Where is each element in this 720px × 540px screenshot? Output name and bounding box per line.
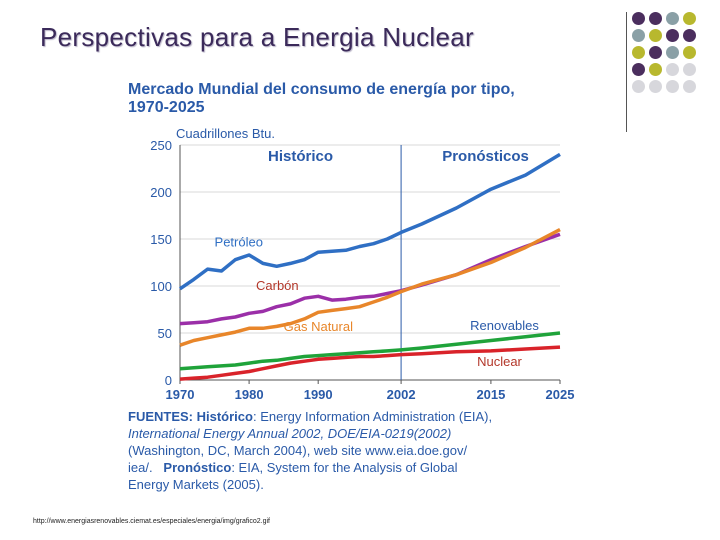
decor-dot <box>683 63 696 76</box>
decor-dot <box>649 63 662 76</box>
series-label-gas: Gas Natural <box>284 319 353 334</box>
series-group <box>179 152 561 381</box>
y-tick-label: 100 <box>150 279 172 294</box>
y-tick-label: 200 <box>150 185 172 200</box>
decor-dot <box>683 12 696 25</box>
decor-dot <box>632 29 645 42</box>
series-label-carbon: Carbón <box>256 278 299 293</box>
decor-dot <box>666 46 679 59</box>
footer-source-url: http://www.energiasrenovables.ciemat.es/… <box>33 518 270 525</box>
x-tick-label: 1990 <box>304 387 333 402</box>
x-tick-label: 2002 <box>387 387 416 402</box>
x-tick-label: 1980 <box>235 387 264 402</box>
sources-line-1: FUENTES: Histórico: Energy Information A… <box>128 408 492 425</box>
sources-hist-text-3: (Washington, DC, March 2004), web site w… <box>128 443 468 458</box>
decor-dot <box>632 80 645 93</box>
decor-dot <box>666 63 679 76</box>
y-tick-label: 250 <box>150 138 172 153</box>
sources-hist-text-4: iea/. <box>128 460 153 475</box>
x-tick-label: 2015 <box>476 387 505 402</box>
decor-dot <box>666 12 679 25</box>
series-label-renovables: Renovables <box>470 318 539 333</box>
decor-dot <box>683 29 696 42</box>
grid: 0 50 100 150 200 250 1970 1980 1990 2002 2015 2025 H… <box>150 138 574 402</box>
sources-hist-text-1: : Energy Information Administration (EIA… <box>252 409 493 424</box>
decor-dot <box>649 46 662 59</box>
decor-dot <box>649 12 662 25</box>
region-label-historico: Histórico <box>268 148 333 165</box>
title-divider-line <box>626 12 627 132</box>
x-tick-label: 1970 <box>166 387 195 402</box>
sources-line-5: Energy Markets (2005). <box>128 476 264 493</box>
x-tick-label: 2025 <box>546 387 575 402</box>
sources-hist-label: Histórico <box>196 409 253 424</box>
y-tick-label: 150 <box>150 232 172 247</box>
y-tick-label: 50 <box>158 326 172 341</box>
sources-pron-text-1: : EIA, System for the Analysis of Global <box>231 460 458 475</box>
series-label-nuclear: Nuclear <box>477 354 522 369</box>
slide-title: Perspectivas para a Energia Nuclear <box>40 22 474 52</box>
decor-dot <box>683 80 696 93</box>
sources-hist-text-2: International Energy Annual 2002, DOE/EI… <box>128 426 452 441</box>
decor-dot <box>683 46 696 59</box>
chart-figure: Mercado Mundial del consumo de energía p… <box>118 70 598 500</box>
sources-label: FUENTES: <box>128 409 193 424</box>
series-label-petroleo: Petróleo <box>215 235 263 250</box>
series-line-renovables <box>179 331 561 371</box>
y-tick-label: 0 <box>165 373 172 388</box>
y-axis-label: Cuadrillones Btu. <box>176 126 275 141</box>
sources-pron-label: Pronóstico <box>163 460 232 475</box>
decor-dot <box>666 80 679 93</box>
decor-dot <box>649 80 662 93</box>
decor-dot <box>632 63 645 76</box>
series-line-gas <box>179 228 561 347</box>
series-line-petroleo <box>179 152 561 291</box>
sources-line-3: (Washington, DC, March 2004), web site w… <box>128 442 467 459</box>
sources-line-4: iea/. Pronóstico: EIA, System for the An… <box>128 459 457 476</box>
decor-dot <box>649 29 662 42</box>
chart-title-line-1: Mercado Mundial del consumo de energía p… <box>128 81 515 98</box>
sources-pron-text-2: Energy Markets (2005). <box>128 477 264 492</box>
chart-title-line-2: 1970-2025 <box>128 99 205 116</box>
decor-dot <box>632 46 645 59</box>
series-labels: Petróleo Carbón Gas Natural Renovables Nucle… <box>215 235 540 369</box>
chart-svg: Mercado Mundial del consumo de energía p… <box>128 81 574 402</box>
decor-dot <box>666 29 679 42</box>
sources-line-2: International Energy Annual 2002, DOE/EI… <box>128 425 451 442</box>
region-label-pronosticos: Pronósticos <box>442 148 529 165</box>
decor-dot <box>632 12 645 25</box>
series-line-nuclear <box>179 345 561 381</box>
